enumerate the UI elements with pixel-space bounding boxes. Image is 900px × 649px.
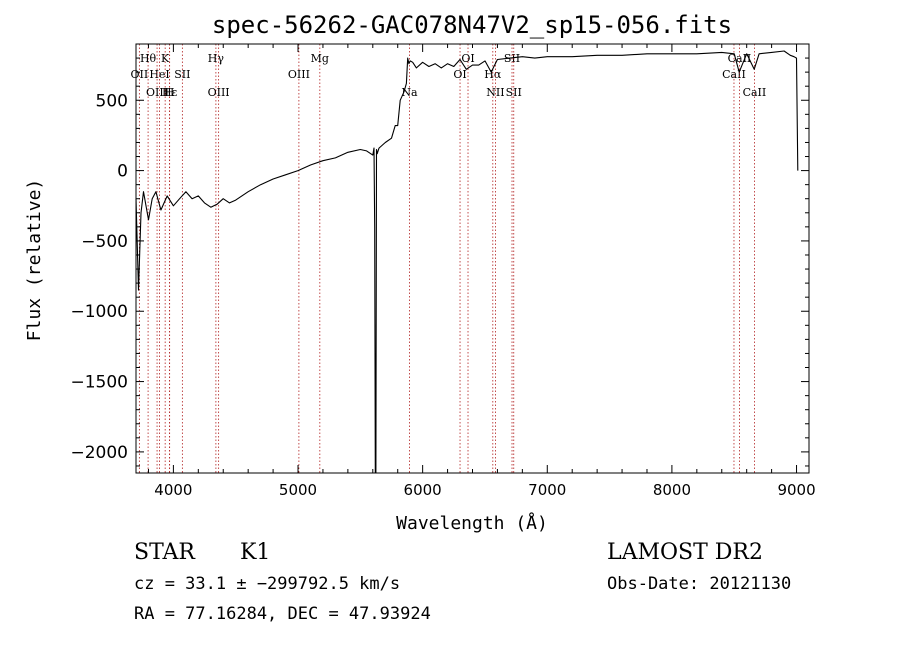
x-tick-label: 8000 [653, 481, 691, 499]
survey-name: LAMOST DR2 [607, 540, 763, 565]
spectral-line-label: SII [174, 68, 190, 81]
redshift-velocity: cz = 33.1 ± −299792.5 km/s [134, 574, 401, 594]
spectral-line-label: Na [401, 86, 418, 99]
spectral-line-label: CaII [743, 86, 767, 99]
spectral-line-label: HeI [149, 68, 169, 81]
chart-title: spec-56262-GAC078N47V2_sp15-056.fits [212, 11, 732, 39]
y-tick-label: −1500 [70, 373, 128, 393]
spectral-line-label: Hα [484, 68, 502, 81]
spectral-line-label: OIII [208, 86, 230, 99]
spectral-line-label: SII [504, 52, 520, 65]
y-tick-label: −500 [81, 232, 128, 252]
x-tick-label: 5000 [279, 481, 317, 499]
spectral-line-label: H [165, 86, 175, 99]
spectral-line-label: OIII [288, 68, 310, 81]
ra-dec-coordinates: RA = 77.16284, DEC = 47.93924 [134, 604, 431, 624]
spectral-line-label: Hθ [140, 52, 157, 65]
y-tick-label: −1000 [70, 302, 128, 322]
spectral-line-label: Hγ [208, 52, 225, 65]
spectral-line-label: OI [453, 68, 466, 81]
plot-frame [135, 43, 810, 474]
spectral-line-label: Hε [162, 86, 178, 99]
x-tick-label: 6000 [404, 481, 442, 499]
spectrum-series [135, 50, 799, 474]
spectral-line-label: CaII [722, 68, 746, 81]
x-tick-label: 9000 [777, 481, 815, 499]
object-subclass: K1 [240, 540, 271, 565]
x-tick-label: 7000 [528, 481, 566, 499]
spectral-line-label: OI [461, 52, 474, 65]
object-class: STAR [134, 540, 195, 565]
y-axis-label: Flux (relative) [24, 179, 45, 342]
y-tick-label: −2000 [70, 443, 128, 463]
spectral-line-label: OII [131, 68, 149, 81]
spectral-line-label: NII [486, 86, 504, 99]
axes: 4000 5000 6000 7000 8000 9000−2000−1500−1000−… [70, 44, 816, 499]
spectral-line-label: OIII [146, 86, 168, 99]
y-tick-label: 0 [117, 162, 128, 182]
observation-date: Obs-Date: 20121130 [607, 574, 792, 594]
spectral-line-label: Mg [311, 52, 329, 65]
spectral-line-label: K [161, 52, 170, 65]
x-axis-label: Wavelength (Å) [396, 512, 548, 534]
spectral-line-label: CaII [728, 52, 752, 65]
spectrum-line [135, 50, 799, 474]
spectral-line-label: SII [506, 86, 522, 99]
x-tick-label: 4000 [154, 481, 192, 499]
y-tick-label: 500 [96, 91, 128, 111]
